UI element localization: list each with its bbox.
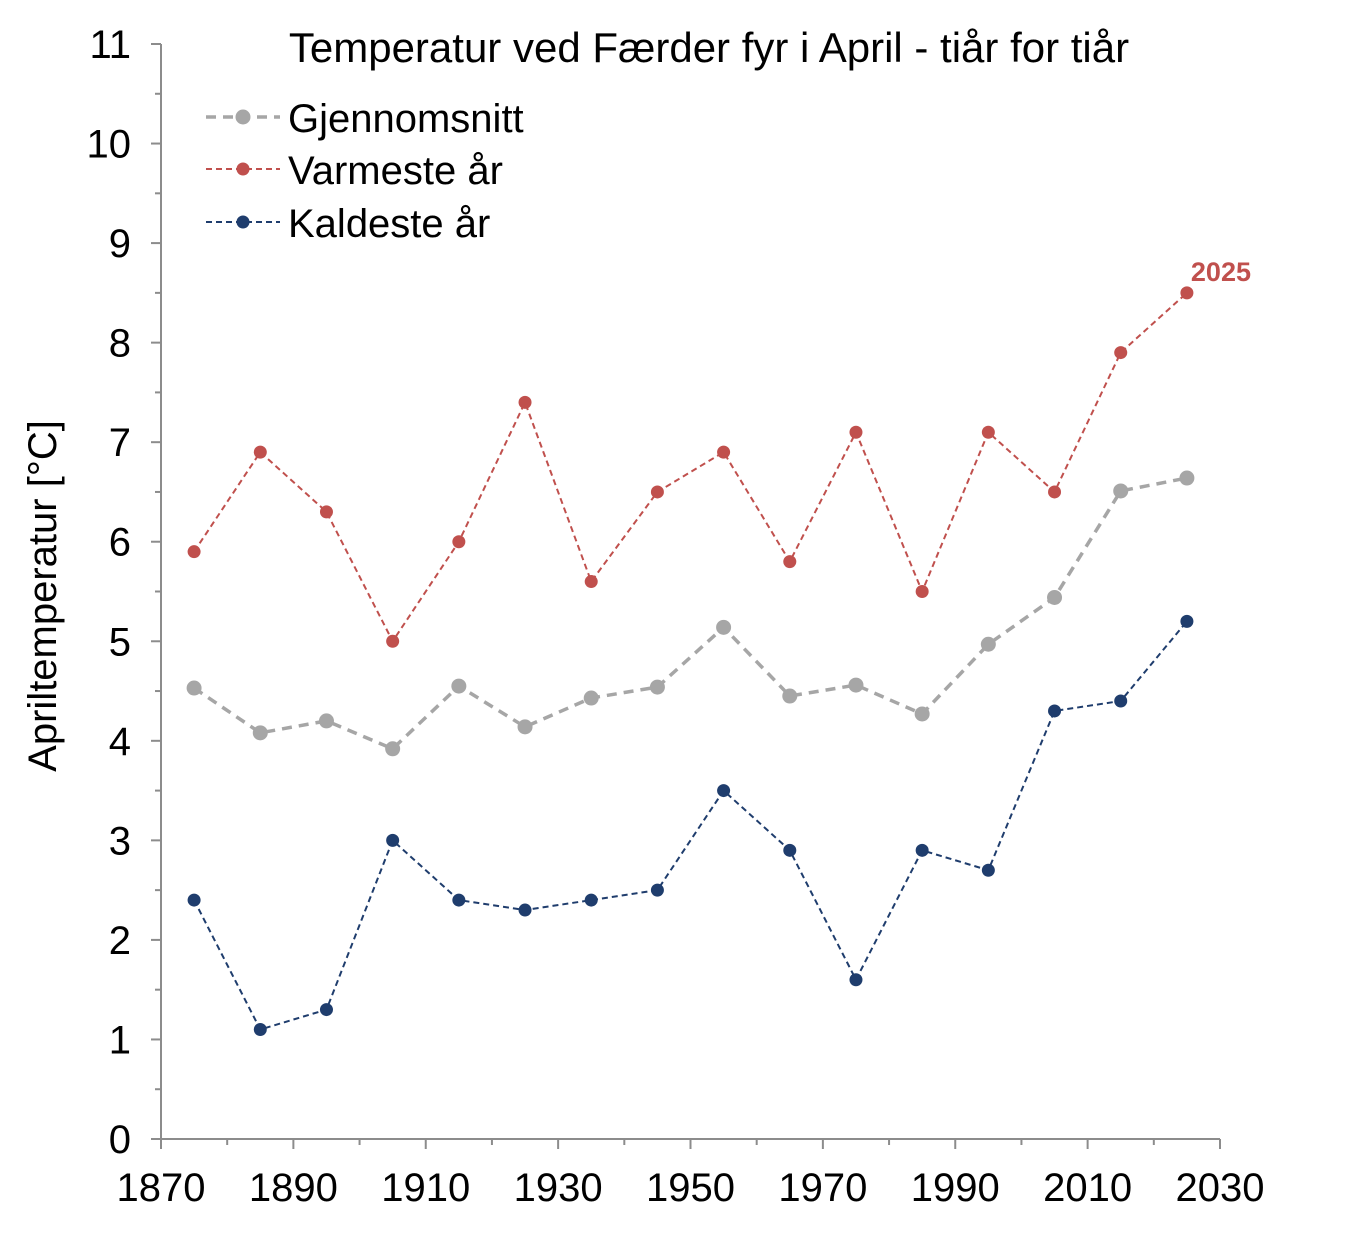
y-axis-label: Apriltemperatur [°C] <box>21 420 65 772</box>
chart-title: Temperatur ved Færder fyr i April - tiår… <box>289 24 1129 71</box>
data-point <box>1180 614 1194 628</box>
data-point <box>914 706 930 722</box>
x-tick-label: 1890 <box>249 1166 338 1210</box>
legend-item: Gjennomsnitt <box>206 97 524 141</box>
legend-swatch-marker <box>236 215 250 229</box>
series-gjennomsnitt <box>186 470 1195 757</box>
series-layer <box>186 286 1195 1036</box>
data-point <box>980 636 996 652</box>
data-point <box>253 445 267 459</box>
legend-label: Kaldeste år <box>288 202 490 246</box>
data-point <box>1180 286 1194 300</box>
y-tick-label: 0 <box>109 1118 131 1162</box>
data-point <box>253 1023 267 1036</box>
annotation-layer: 2025 <box>1191 257 1251 287</box>
series-line <box>193 620 1188 1031</box>
data-point <box>584 575 598 589</box>
data-point <box>452 893 466 907</box>
data-point <box>583 690 599 706</box>
series-line <box>193 292 1188 644</box>
x-tick-label: 1910 <box>381 1166 470 1210</box>
y-tick-label: 3 <box>109 819 131 863</box>
data-point <box>518 903 532 917</box>
data-point <box>1113 483 1129 499</box>
data-point <box>517 719 533 735</box>
data-point <box>1179 470 1195 486</box>
y-tick-label: 4 <box>109 720 131 764</box>
data-point <box>385 741 401 757</box>
x-tick-label: 1930 <box>514 1166 603 1210</box>
data-point <box>386 833 400 847</box>
legend-swatch-marker <box>235 109 251 125</box>
data-point <box>783 555 797 569</box>
data-point <box>252 725 268 741</box>
y-tick-label: 11 <box>89 23 131 67</box>
data-point <box>319 1003 333 1017</box>
data-point <box>584 893 598 907</box>
data-point <box>386 634 400 648</box>
data-point <box>186 680 202 696</box>
data-point <box>849 425 863 439</box>
series-varmeste-r <box>187 286 1194 648</box>
legend-item: Kaldeste år <box>206 202 490 246</box>
data-point <box>981 863 995 877</box>
data-point <box>1114 346 1128 360</box>
series-kaldeste-r <box>187 614 1194 1036</box>
y-tick-label: 5 <box>109 620 131 664</box>
data-point <box>1114 694 1128 708</box>
y-tick-label: 1 <box>109 1018 131 1062</box>
data-point <box>650 883 664 897</box>
y-tick-label: 8 <box>109 322 131 366</box>
data-point <box>1047 589 1063 605</box>
axes: 0 1 2 3 4 5 6 7 8 9 10 11 1870 1890 1910 1930 1950 1970 19… <box>87 23 1265 1210</box>
data-point <box>1048 485 1062 499</box>
data-point <box>717 445 731 459</box>
data-point <box>915 843 929 857</box>
y-tick-label: 6 <box>109 521 131 565</box>
x-tick-label: 2010 <box>1043 1166 1132 1210</box>
data-point <box>716 619 732 635</box>
data-point <box>187 545 201 559</box>
data-point <box>649 679 665 695</box>
data-label: 2025 <box>1191 257 1251 287</box>
data-point <box>187 893 201 907</box>
legend: Gjennomsnitt Varmeste år Kaldeste år <box>206 97 524 246</box>
data-point <box>1048 704 1062 718</box>
data-point <box>915 585 929 598</box>
x-tick-label: 1950 <box>646 1166 735 1210</box>
data-point <box>650 485 664 499</box>
data-point <box>717 784 731 798</box>
data-point <box>849 973 863 987</box>
data-point <box>518 395 532 409</box>
x-tick-label: 1870 <box>117 1166 206 1210</box>
x-tick-label: 1970 <box>778 1166 867 1210</box>
y-tick-label: 9 <box>109 222 131 266</box>
data-point <box>783 843 797 857</box>
x-tick-label: 1990 <box>911 1166 1000 1210</box>
y-tick-label: 10 <box>87 123 132 167</box>
legend-label: Gjennomsnitt <box>288 97 524 141</box>
data-point <box>451 678 467 694</box>
series-line <box>193 476 1188 751</box>
data-point <box>319 505 333 519</box>
data-point <box>848 677 864 693</box>
data-point <box>782 688 798 704</box>
data-point <box>318 713 334 729</box>
y-tick-label: 2 <box>109 919 131 963</box>
y-tick-label: 7 <box>109 421 131 465</box>
legend-swatch-marker <box>236 162 250 176</box>
legend-label: Varmeste år <box>288 149 503 193</box>
legend-item: Varmeste år <box>206 149 503 193</box>
data-point <box>981 425 995 439</box>
data-point <box>452 535 466 549</box>
x-tick-label: 2030 <box>1176 1166 1265 1210</box>
